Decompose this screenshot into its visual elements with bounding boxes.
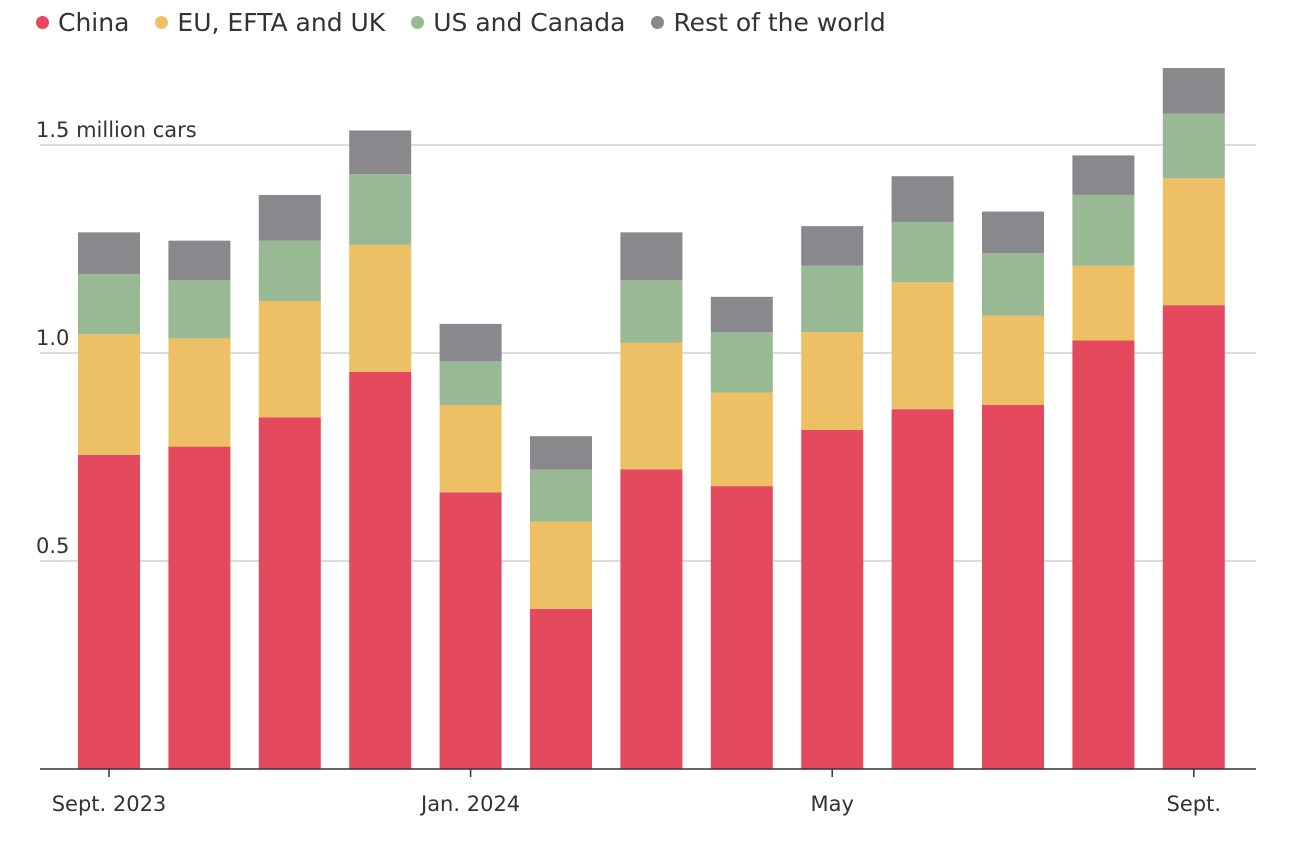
y-tick-label-2: 0.5 bbox=[36, 534, 69, 558]
legend-item-us-canada: US and Canada bbox=[411, 8, 625, 37]
bar-8-series-2 bbox=[801, 265, 864, 333]
bar-6-series-3 bbox=[620, 232, 683, 281]
bar-1-series-0 bbox=[168, 446, 231, 769]
bar-8-series-0 bbox=[801, 429, 864, 769]
x-tick-label-1: Jan. 2024 bbox=[419, 792, 520, 816]
bar-1-series-2 bbox=[168, 280, 231, 339]
x-axis: Sept. 2023 Jan. 2024 May Sept. bbox=[40, 768, 1256, 816]
bar-2-series-3 bbox=[258, 194, 321, 241]
bar-group-8 bbox=[801, 226, 864, 769]
bar-group-3 bbox=[349, 130, 412, 769]
bar-4-series-3 bbox=[439, 323, 502, 362]
bar-9-series-2 bbox=[891, 221, 954, 283]
bar-9-series-0 bbox=[891, 409, 954, 769]
bar-groups bbox=[78, 68, 1225, 769]
bar-3-series-2 bbox=[349, 174, 412, 245]
bar-11-series-0 bbox=[1072, 340, 1135, 769]
bar-11-series-1 bbox=[1072, 265, 1135, 341]
bar-1-series-1 bbox=[168, 338, 231, 447]
legend-dot-eu-efta-uk bbox=[155, 16, 169, 29]
legend-item-china: China bbox=[36, 8, 129, 37]
bar-4-series-1 bbox=[439, 405, 502, 493]
bar-12-series-0 bbox=[1162, 305, 1225, 769]
x-tick-label-3: Sept. bbox=[1167, 792, 1222, 816]
bar-4-series-0 bbox=[439, 492, 502, 769]
bar-group-0 bbox=[78, 232, 140, 769]
bar-2-series-0 bbox=[258, 417, 321, 769]
bar-5-series-1 bbox=[530, 521, 592, 609]
legend-label-rest-of-world: Rest of the world bbox=[673, 8, 886, 37]
bar-group-10 bbox=[982, 211, 1044, 769]
bar-7-series-2 bbox=[710, 332, 773, 393]
bar-3-series-1 bbox=[349, 244, 412, 372]
bar-6-series-0 bbox=[620, 469, 683, 769]
bar-5-series-0 bbox=[530, 608, 592, 769]
bar-10-series-2 bbox=[982, 253, 1044, 316]
bar-3-series-0 bbox=[349, 371, 412, 769]
bar-0-series-3 bbox=[78, 232, 140, 274]
bar-11-series-2 bbox=[1072, 194, 1135, 266]
bar-5-series-3 bbox=[530, 436, 592, 470]
bar-10-series-0 bbox=[982, 405, 1044, 769]
legend-item-eu-efta-uk: EU, EFTA and UK bbox=[155, 8, 385, 37]
bar-1-series-3 bbox=[168, 240, 231, 281]
x-tick-label-2: May bbox=[810, 792, 853, 816]
bar-group-9 bbox=[891, 176, 954, 769]
bar-group-7 bbox=[710, 296, 773, 769]
bar-12-series-3 bbox=[1162, 68, 1225, 114]
legend-dot-rest-of-world bbox=[651, 16, 665, 29]
legend-item-rest-of-world: Rest of the world bbox=[651, 8, 886, 37]
bar-11-series-3 bbox=[1072, 155, 1135, 195]
bar-7-series-3 bbox=[710, 296, 773, 333]
bar-9-series-1 bbox=[891, 282, 954, 410]
bar-2-series-2 bbox=[258, 240, 321, 301]
bar-group-1 bbox=[168, 240, 231, 769]
bar-7-series-1 bbox=[710, 392, 773, 487]
bar-group-12 bbox=[1162, 68, 1225, 769]
bar-12-series-2 bbox=[1162, 113, 1225, 179]
bar-9-series-3 bbox=[891, 176, 954, 222]
bar-5-series-2 bbox=[530, 469, 592, 522]
bar-0-series-0 bbox=[78, 454, 140, 769]
bar-10-series-3 bbox=[982, 211, 1044, 254]
bar-10-series-1 bbox=[982, 315, 1044, 405]
bar-6-series-2 bbox=[620, 280, 683, 343]
bar-2-series-1 bbox=[258, 301, 321, 418]
legend-label-china: China bbox=[58, 8, 130, 37]
bar-group-4 bbox=[439, 323, 502, 769]
bar-group-2 bbox=[258, 194, 321, 769]
bar-8-series-3 bbox=[801, 226, 864, 266]
bar-4-series-2 bbox=[439, 361, 502, 405]
bar-6-series-1 bbox=[620, 342, 683, 470]
bar-7-series-0 bbox=[710, 486, 773, 769]
chart-legend: China EU, EFTA and UK US and Canada Rest… bbox=[36, 8, 912, 37]
y-tick-label-0: 1.5 million cars bbox=[36, 118, 197, 142]
bar-12-series-1 bbox=[1162, 178, 1225, 306]
bar-8-series-1 bbox=[801, 332, 864, 430]
bar-0-series-1 bbox=[78, 334, 140, 455]
bar-group-5 bbox=[530, 436, 592, 769]
x-tick-label-0: Sept. 2023 bbox=[52, 792, 167, 816]
bar-0-series-2 bbox=[78, 273, 140, 335]
y-tick-label-1: 1.0 bbox=[36, 326, 69, 350]
bar-group-6 bbox=[620, 232, 683, 769]
legend-label-eu-efta-uk: EU, EFTA and UK bbox=[177, 8, 386, 37]
legend-dot-us-canada bbox=[411, 16, 425, 29]
legend-label-us-canada: US and Canada bbox=[433, 8, 626, 37]
bar-3-series-3 bbox=[349, 130, 412, 175]
bar-group-11 bbox=[1072, 155, 1135, 769]
legend-dot-china bbox=[36, 16, 49, 29]
